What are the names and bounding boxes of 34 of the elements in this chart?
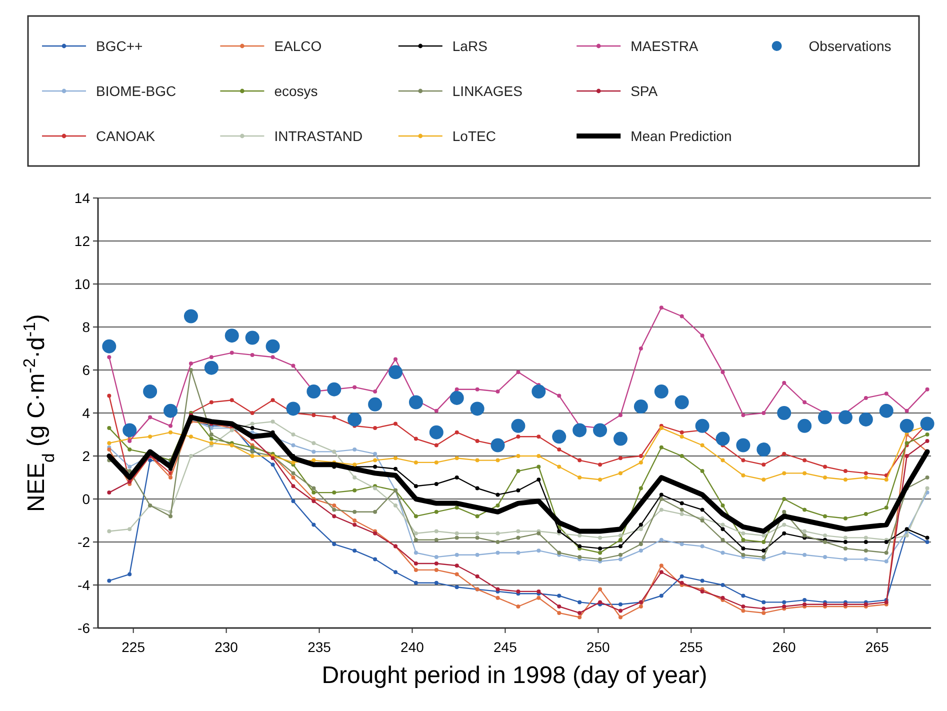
y-tick-label: 8 <box>82 319 90 335</box>
legend-label: SPA <box>630 83 658 99</box>
legend-label: LoTEC <box>452 128 496 144</box>
y-tick-label: 10 <box>74 276 90 292</box>
legend-label: Observations <box>808 38 892 54</box>
legend-label: INTRASTAND <box>274 128 363 144</box>
x-tick-label: 265 <box>865 639 889 655</box>
y-tick-label: 0 <box>82 491 90 507</box>
y-tick-label: 14 <box>74 190 90 206</box>
x-tick-label: 235 <box>308 639 332 655</box>
legend-label: EALCO <box>274 38 322 54</box>
y-tick-label: -4 <box>78 577 90 593</box>
y-tick-label: 6 <box>82 362 90 378</box>
y-tick-label: 2 <box>82 448 90 464</box>
y-tick-label: 12 <box>74 233 90 249</box>
legend-label: LINKAGES <box>452 83 522 99</box>
legend-label: LaRS <box>452 38 488 54</box>
y-tick-label: -2 <box>78 534 90 550</box>
legend-label: CANOAK <box>96 128 156 144</box>
x-tick-label: 250 <box>586 639 610 655</box>
legend-label: MAESTRA <box>630 38 699 54</box>
x-tick-label: 240 <box>400 639 424 655</box>
legend-label: ecosys <box>274 83 318 99</box>
x-tick-label: 225 <box>122 639 146 655</box>
legend-label: BGC++ <box>96 38 143 54</box>
x-tick-label: 230 <box>214 639 238 655</box>
y-tick-label: -6 <box>78 620 90 636</box>
legend-label: BIOME-BGC <box>96 83 176 99</box>
x-tick-label: 255 <box>679 639 704 655</box>
x-tick-label: 260 <box>772 639 796 655</box>
x-axis-title: Drought period in 1998 (day of year) <box>322 662 708 689</box>
x-tick-label: 245 <box>494 639 518 655</box>
y-tick-label: 4 <box>82 405 90 421</box>
legend-label: Mean Prediction <box>630 128 732 144</box>
